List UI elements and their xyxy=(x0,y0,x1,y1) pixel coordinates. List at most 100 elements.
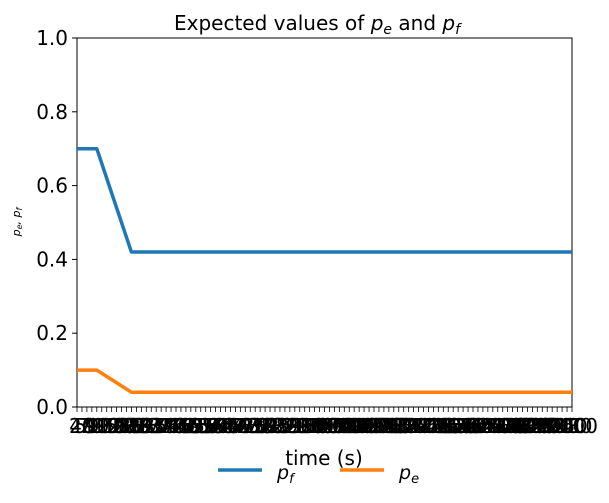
y-tick-label: 0.8 xyxy=(36,100,68,124)
x-tick-label: 277 xyxy=(122,414,160,438)
x-tick-label: 871 xyxy=(271,414,309,438)
x-tick-label: 792 xyxy=(251,414,289,438)
x-tick-label: 218 xyxy=(107,414,145,438)
x-tick-label: 1663 xyxy=(462,414,513,438)
x-tick-label: 376 xyxy=(147,414,185,438)
y-tick-label: 0.0 xyxy=(36,395,68,419)
x-tick-label: 1386 xyxy=(393,414,444,438)
x-tick-label: 851 xyxy=(266,414,304,438)
legend-label-p-e: pe xyxy=(398,462,419,487)
x-tick-label: 1188 xyxy=(344,414,395,438)
x-tick-label: 554 xyxy=(192,414,230,438)
y-tick-label: 1.0 xyxy=(36,26,68,50)
x-tick-label: 653 xyxy=(216,414,254,438)
x-axis-label: time (s) xyxy=(285,446,363,470)
x-tick-label: 990 xyxy=(300,414,338,438)
x-tick-label: 1050 xyxy=(309,414,360,438)
x-tick-label: 1248 xyxy=(358,414,409,438)
x-tick-label: 79 xyxy=(79,414,104,438)
x-tick-label: 297 xyxy=(127,414,165,438)
x-tick-label: 1485 xyxy=(418,414,469,438)
x-tick-label: 574 xyxy=(197,414,235,438)
x-tick-label: 99 xyxy=(84,414,109,438)
x-tick-label: 356 xyxy=(142,414,180,438)
x-tick-label: 950 xyxy=(291,414,329,438)
x-tick-label: 1426 xyxy=(403,414,454,438)
x-tick-label: 1980 xyxy=(542,414,593,438)
x-tick-label: 1802 xyxy=(497,414,548,438)
x-tick-label: 475 xyxy=(172,414,210,438)
y-axis-label: pe, pf xyxy=(10,206,24,237)
x-tick-label: 1604 xyxy=(448,414,499,438)
y-tick-label: 0.4 xyxy=(36,247,68,271)
legend-label-p-f: pf xyxy=(276,462,296,487)
x-tick-label: 20 xyxy=(69,414,94,438)
x-tick-label: 1683 xyxy=(467,414,518,438)
x-tick-label: 1525 xyxy=(428,414,479,438)
x-tick-label: 1327 xyxy=(378,414,429,438)
x-tick-label: 139 xyxy=(88,414,126,438)
x-tick-label: 1446 xyxy=(408,414,459,438)
x-tick-label: 1307 xyxy=(373,414,424,438)
x-tick-label: 1129 xyxy=(329,414,380,438)
series-line-p-f xyxy=(77,146,572,254)
series-line-p-e xyxy=(77,368,572,394)
x-tick-label: 1287 xyxy=(368,414,419,438)
x-tick-label: 1762 xyxy=(487,414,538,438)
x-tick-label: 673 xyxy=(221,414,259,438)
x-tick-label: 1941 xyxy=(532,414,583,438)
plot-area xyxy=(76,37,573,408)
x-tick-label: 1347 xyxy=(383,414,434,438)
x-tick-label: 693 xyxy=(226,414,264,438)
x-tick-label: 1545 xyxy=(433,414,484,438)
x-tick-label: 436 xyxy=(162,414,200,438)
y-axis: 0.0 0.2 0.4 0.6 0.8 1.0 xyxy=(36,26,77,419)
x-tick-label: 1743 xyxy=(482,414,533,438)
x-tick-label: 1149 xyxy=(334,414,385,438)
x-tick-label: 1267 xyxy=(363,414,414,438)
x-tick-label: 1010 xyxy=(299,414,350,438)
series-lines xyxy=(77,146,572,394)
x-tick-label: 1584 xyxy=(443,414,494,438)
x-tick-label: 733 xyxy=(236,414,274,438)
x-tick-label: 1624 xyxy=(452,414,503,438)
x-tick-label: 1822 xyxy=(502,414,553,438)
x-tick-label: 416 xyxy=(157,414,195,438)
x-tick-label: 1366 xyxy=(388,414,439,438)
x-tick-label: 1782 xyxy=(492,414,543,438)
x-tick-label: 40 xyxy=(69,414,94,438)
x-tick-label: 594 xyxy=(201,414,239,438)
x-tick-label: 1723 xyxy=(477,414,528,438)
x-tick-label: 1109 xyxy=(324,414,375,438)
x-tick-label: 1069 xyxy=(314,414,365,438)
x-tick-label: 1960 xyxy=(537,414,588,438)
x-tick-label: 1168 xyxy=(339,414,390,438)
x-tick-label: 178 xyxy=(98,414,136,438)
x-axis: 2040597999119139158178198218238257277297… xyxy=(69,407,598,438)
x-tick-label: 1703 xyxy=(472,414,523,438)
x-tick-label: 752 xyxy=(241,414,279,438)
x-tick-label: 1406 xyxy=(398,414,449,438)
y-tick-label: 0.2 xyxy=(36,321,68,345)
chart-title: Expected values of pe and pf xyxy=(174,11,462,38)
x-tick-label: 970 xyxy=(296,414,334,438)
x-tick-label: 634 xyxy=(211,414,249,438)
x-tick-label: 1921 xyxy=(527,414,578,438)
x-tick-label: 198 xyxy=(102,414,140,438)
x-tick-label: 515 xyxy=(182,414,220,438)
x-tick-label: 1228 xyxy=(353,414,404,438)
x-tick-label: 1089 xyxy=(319,414,370,438)
x-tick-label: 911 xyxy=(281,414,319,438)
x-tick-label: 495 xyxy=(177,414,215,438)
x-tick-label: 1881 xyxy=(517,414,568,438)
x-tick-label: 2000 xyxy=(547,414,598,438)
x-tick-label: 337 xyxy=(137,414,175,438)
x-tick-label: 396 xyxy=(152,414,190,438)
legend: pf pe xyxy=(218,462,419,487)
x-tick-label: 455 xyxy=(167,414,205,438)
x-tick-label: 1901 xyxy=(522,414,573,438)
x-tick-label: 772 xyxy=(246,414,284,438)
x-tick-label: 257 xyxy=(117,414,155,438)
x-tick-label: 535 xyxy=(187,414,225,438)
